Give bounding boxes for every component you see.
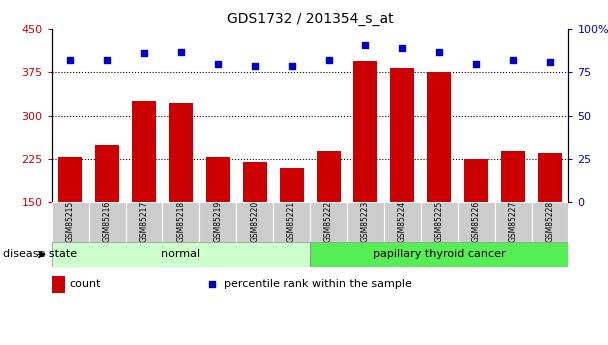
Bar <box>501 151 525 288</box>
Text: percentile rank within the sample: percentile rank within the sample <box>217 279 412 289</box>
Bar <box>273 202 310 242</box>
Text: GSM85228: GSM85228 <box>545 201 554 242</box>
Bar <box>52 241 310 267</box>
Bar <box>132 101 156 288</box>
Title: GDS1732 / 201354_s_at: GDS1732 / 201354_s_at <box>227 11 393 26</box>
Bar <box>52 202 89 242</box>
Bar <box>390 68 415 288</box>
Text: GSM85222: GSM85222 <box>324 201 333 242</box>
Point <box>65 58 75 63</box>
Bar <box>280 168 303 288</box>
Bar <box>206 157 230 288</box>
Text: GSM85217: GSM85217 <box>139 201 148 242</box>
Point <box>545 59 555 65</box>
Bar <box>169 103 193 288</box>
Point <box>213 61 223 67</box>
Bar <box>384 202 421 242</box>
Text: count: count <box>70 279 102 289</box>
Text: GSM85220: GSM85220 <box>250 201 259 242</box>
Text: GSM85224: GSM85224 <box>398 201 407 242</box>
Bar <box>421 202 458 242</box>
Bar <box>162 202 199 242</box>
Text: GSM85216: GSM85216 <box>103 201 111 242</box>
Bar <box>89 202 125 242</box>
Point <box>434 49 444 55</box>
Bar <box>427 72 451 288</box>
Bar <box>58 157 82 288</box>
Point <box>508 58 518 63</box>
Bar <box>495 202 531 242</box>
Bar <box>199 202 237 242</box>
Bar <box>347 202 384 242</box>
Bar <box>310 202 347 242</box>
Point <box>361 42 370 48</box>
Bar <box>310 241 568 267</box>
Text: GSM85221: GSM85221 <box>287 201 296 242</box>
Bar <box>464 159 488 288</box>
Bar <box>125 202 162 242</box>
Bar <box>237 202 273 242</box>
Text: GSM85218: GSM85218 <box>176 201 185 242</box>
Point <box>176 49 186 55</box>
Bar <box>458 202 495 242</box>
Text: normal: normal <box>161 249 201 259</box>
Bar <box>52 276 64 293</box>
Text: GSM85219: GSM85219 <box>213 201 223 242</box>
Text: disease state: disease state <box>3 249 77 259</box>
Point <box>323 58 333 63</box>
Bar <box>538 153 562 288</box>
Text: GSM85227: GSM85227 <box>509 201 517 242</box>
Bar <box>531 202 568 242</box>
Text: GSM85223: GSM85223 <box>361 201 370 242</box>
Point <box>398 46 407 51</box>
Bar <box>317 151 340 288</box>
Point <box>287 63 297 68</box>
Text: GSM85225: GSM85225 <box>435 201 444 242</box>
Point <box>471 61 481 67</box>
Bar <box>52 300 64 317</box>
Point <box>139 51 149 56</box>
Point <box>102 58 112 63</box>
Bar <box>243 161 267 288</box>
Bar <box>95 146 119 288</box>
Bar <box>353 61 378 288</box>
Text: papillary thyroid cancer: papillary thyroid cancer <box>373 249 506 259</box>
Point <box>250 63 260 68</box>
Text: GSM85226: GSM85226 <box>472 201 481 242</box>
Text: GSM85215: GSM85215 <box>66 201 75 242</box>
